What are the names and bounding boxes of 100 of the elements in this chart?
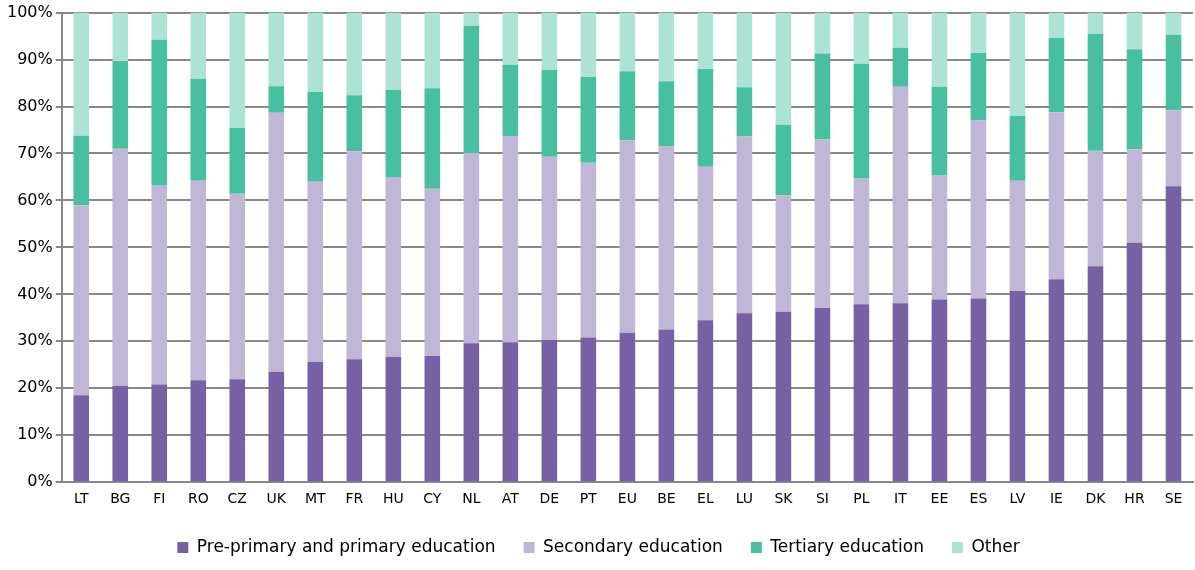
x-tick-label: UK	[266, 490, 287, 507]
bar	[1048, 12, 1065, 38]
bar	[931, 299, 948, 482]
bar	[1048, 279, 1065, 482]
bar	[151, 39, 168, 185]
bar	[775, 124, 792, 196]
bar	[268, 12, 285, 87]
bar	[1009, 291, 1026, 482]
x-tick-label: PT	[579, 490, 598, 507]
y-tick-label: 90%	[17, 48, 53, 68]
bar	[697, 320, 714, 482]
bar	[1009, 180, 1026, 292]
bar	[541, 12, 558, 70]
x-tick-label: CZ	[227, 490, 247, 507]
bar	[541, 156, 558, 340]
bar	[697, 12, 714, 69]
bar	[736, 87, 753, 137]
x-tick-label: LT	[74, 490, 89, 507]
bar	[970, 52, 987, 121]
x-tick-label: DE	[539, 490, 560, 507]
bar	[580, 337, 597, 482]
bar	[502, 342, 519, 482]
bar	[1048, 37, 1065, 113]
bar	[970, 120, 987, 299]
bar	[853, 304, 870, 482]
bar	[307, 91, 324, 182]
y-tick-label: 80%	[17, 95, 53, 115]
bar	[151, 184, 168, 385]
bar	[229, 12, 246, 129]
bar	[1087, 150, 1104, 267]
x-tick-label: EU	[617, 490, 637, 507]
bar	[853, 12, 870, 64]
x-tick-label: EE	[930, 490, 949, 507]
bar	[814, 307, 831, 482]
bar	[307, 12, 324, 92]
y-tick-label: 20%	[17, 377, 53, 397]
x-tick-label: NL	[462, 490, 481, 507]
y-tick-label: 100%	[6, 1, 53, 21]
bar	[814, 53, 831, 140]
bar	[385, 356, 402, 482]
bar	[1087, 266, 1104, 482]
y-tick-label: 60%	[17, 189, 53, 209]
bar	[424, 12, 441, 89]
y-tick-label: 10%	[17, 424, 53, 444]
bar	[73, 205, 90, 396]
bar	[541, 339, 558, 482]
x-tick-label: FI	[153, 490, 166, 507]
bar	[463, 25, 480, 154]
bar	[151, 12, 168, 40]
bar	[1126, 242, 1143, 482]
bar	[541, 69, 558, 157]
x-tick-label: PL	[853, 490, 870, 507]
bar	[931, 175, 948, 300]
bar	[502, 64, 519, 137]
bar	[190, 12, 207, 79]
bar	[970, 298, 987, 482]
x-tick-label: SI	[815, 490, 829, 507]
y-tick-label: 50%	[17, 236, 53, 256]
bar	[658, 81, 675, 146]
y-tick-label: 40%	[17, 283, 53, 303]
x-tick-label: RO	[187, 490, 209, 507]
bar	[229, 193, 246, 380]
x-tick-label: SK	[774, 490, 794, 507]
y-tick-label: 0%	[27, 471, 53, 491]
bar	[1165, 12, 1182, 35]
x-tick-label: IT	[894, 490, 908, 507]
bar	[814, 139, 831, 308]
legend-label: Secondary education	[543, 535, 723, 556]
bar	[424, 88, 441, 189]
bar	[1126, 149, 1143, 243]
bar	[1165, 186, 1182, 482]
bar	[658, 12, 675, 82]
bar	[463, 343, 480, 482]
bar	[658, 145, 675, 330]
x-tick-label: AT	[501, 490, 520, 507]
bar	[190, 78, 207, 181]
bar	[346, 95, 363, 152]
bar	[931, 12, 948, 87]
x-tick-label: CY	[423, 490, 442, 507]
bar	[385, 176, 402, 357]
x-tick-label: HR	[1124, 490, 1145, 507]
bar	[112, 60, 129, 149]
bar	[73, 395, 90, 482]
bar	[970, 12, 987, 53]
x-tick-label: BG	[110, 490, 131, 507]
bar	[463, 12, 480, 26]
bar	[463, 153, 480, 344]
bar	[892, 303, 909, 482]
x-tick-label: SE	[1164, 490, 1183, 507]
bar	[73, 12, 90, 136]
bar	[73, 135, 90, 206]
bar	[775, 12, 792, 125]
bar	[112, 148, 129, 386]
legend-label: Other	[971, 535, 1020, 556]
bar	[658, 329, 675, 482]
legend-label: Pre-primary and primary education	[196, 535, 496, 556]
x-tick-label: LV	[1009, 490, 1026, 507]
bar	[268, 112, 285, 372]
bar	[619, 12, 636, 72]
bar	[1165, 34, 1182, 111]
